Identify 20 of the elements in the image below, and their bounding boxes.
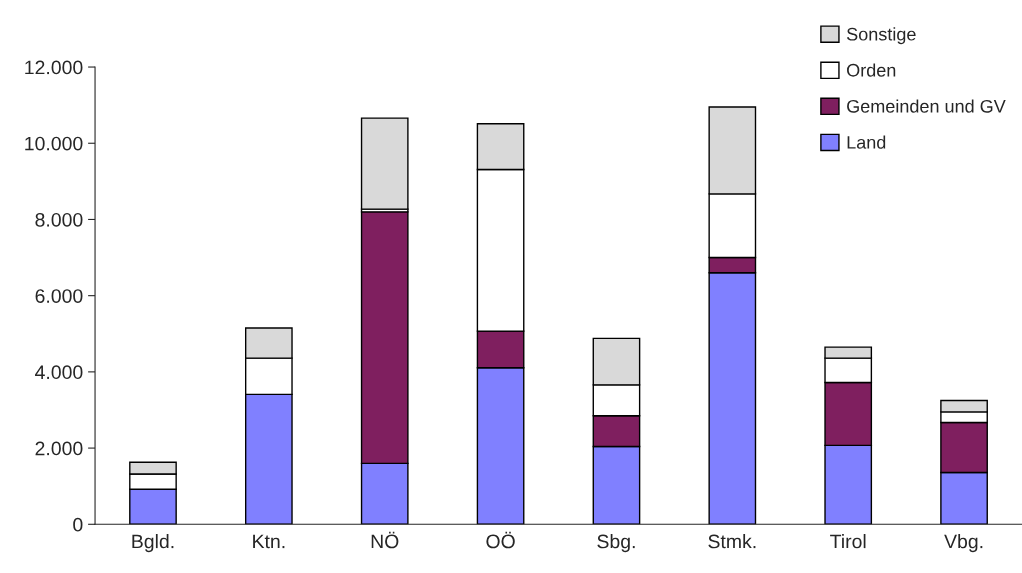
- x-tick-label: Tirol: [830, 534, 866, 549]
- y-tick-label: 0: [73, 517, 83, 532]
- x-tick-label: NÖ: [371, 531, 399, 549]
- legend-label: Land: [847, 135, 886, 149]
- x-tick-label: Bgld.: [132, 534, 174, 553]
- y-tick-label: 6.000: [35, 289, 83, 303]
- y-tick-label: 4.000: [35, 365, 83, 380]
- legend-label: Gemeinden und GV: [847, 99, 1006, 113]
- x-tick-label: Sbg.: [597, 534, 635, 553]
- bar: [360, 117, 409, 210]
- y-tick-label: 2.000: [35, 441, 83, 456]
- x-tick-label: OÖ: [486, 531, 515, 549]
- y-tick-label: 8.000: [35, 212, 83, 227]
- y-tick-label: 12.000: [25, 60, 83, 75]
- x-tick-label: Ktn.: [253, 534, 285, 549]
- x-tick-label: Stmk.: [708, 534, 756, 549]
- x-tick-label: Vbg.: [944, 534, 983, 553]
- legend-label: Sonstige: [846, 27, 916, 45]
- legend-label: Orden: [847, 63, 896, 77]
- y-tick-label: 10.000: [25, 136, 83, 151]
